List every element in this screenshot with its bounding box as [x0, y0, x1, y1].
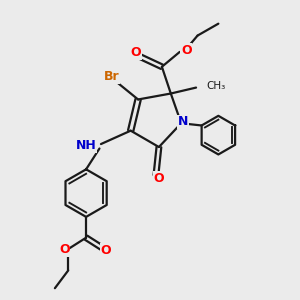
Text: O: O [59, 243, 70, 256]
Text: N: N [178, 115, 188, 128]
Text: NH: NH [76, 139, 97, 152]
Text: O: O [181, 44, 192, 57]
Text: O: O [101, 244, 111, 257]
Text: O: O [131, 46, 141, 59]
Text: O: O [154, 172, 164, 185]
Text: CH₃: CH₃ [206, 81, 226, 91]
Text: Br: Br [103, 70, 119, 83]
